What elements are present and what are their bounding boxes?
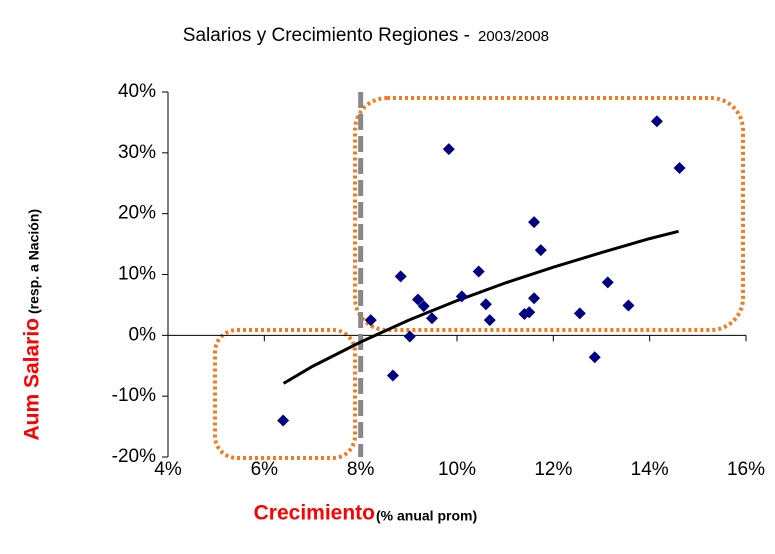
- data-point: [601, 276, 614, 289]
- y-tick-label: 0%: [129, 324, 157, 345]
- y-tick-label: 10%: [118, 264, 156, 285]
- y-axis-label-note: (resp. a Nación): [26, 209, 42, 314]
- data-point: [394, 270, 407, 283]
- x-tick-label: 16%: [727, 459, 765, 480]
- data-point: [442, 143, 455, 156]
- data-point: [386, 369, 399, 382]
- y-tick-label: 20%: [118, 203, 156, 224]
- data-point: [650, 115, 663, 128]
- data-point: [622, 299, 635, 312]
- y-axis-label-group: Aum Salario (resp. a Nación): [21, 209, 44, 441]
- data-point: [573, 307, 586, 320]
- x-tick-label: 8%: [347, 459, 375, 480]
- highlight-box: [213, 328, 357, 460]
- data-point: [403, 330, 416, 343]
- x-tick-label: 14%: [631, 459, 669, 480]
- data-point: [417, 300, 430, 313]
- data-point: [425, 312, 438, 325]
- data-point: [472, 265, 485, 278]
- x-tick-label: 10%: [438, 459, 476, 480]
- x-tick-label: 4%: [154, 459, 182, 480]
- y-tick-label: -20%: [112, 446, 156, 467]
- data-point: [411, 293, 424, 306]
- data-point: [455, 290, 468, 303]
- y-tick-label: 40%: [118, 81, 156, 102]
- x-axis-label-note: (% anual prom): [376, 508, 477, 524]
- y-axis-label: Aum Salario: [21, 318, 44, 441]
- data-point: [479, 298, 492, 311]
- data-point: [364, 314, 377, 327]
- chart-title: Salarios y Crecimiento Regiones -: [183, 25, 470, 46]
- data-point: [523, 306, 536, 319]
- chart-subtitle: 2003/2008: [478, 28, 549, 45]
- data-point: [483, 314, 496, 327]
- data-point: [588, 351, 601, 364]
- x-axis-label: Crecimiento: [254, 502, 375, 525]
- highlight-box: [353, 96, 745, 332]
- x-tick-label: 12%: [534, 459, 572, 480]
- data-point: [528, 216, 541, 229]
- data-point: [528, 292, 541, 305]
- plot-area: -20% -10% 0% 10% 20% 30% 40% 4% 6% 8% 10% 12% 14% 16%: [112, 81, 765, 480]
- y-tick-label: -10%: [112, 385, 156, 406]
- data-point: [534, 244, 547, 257]
- y-tick-label: 30%: [118, 142, 156, 163]
- data-point: [673, 162, 686, 175]
- x-tick-label: 6%: [251, 459, 279, 480]
- trendline: [282, 229, 679, 385]
- data-point: [277, 414, 290, 427]
